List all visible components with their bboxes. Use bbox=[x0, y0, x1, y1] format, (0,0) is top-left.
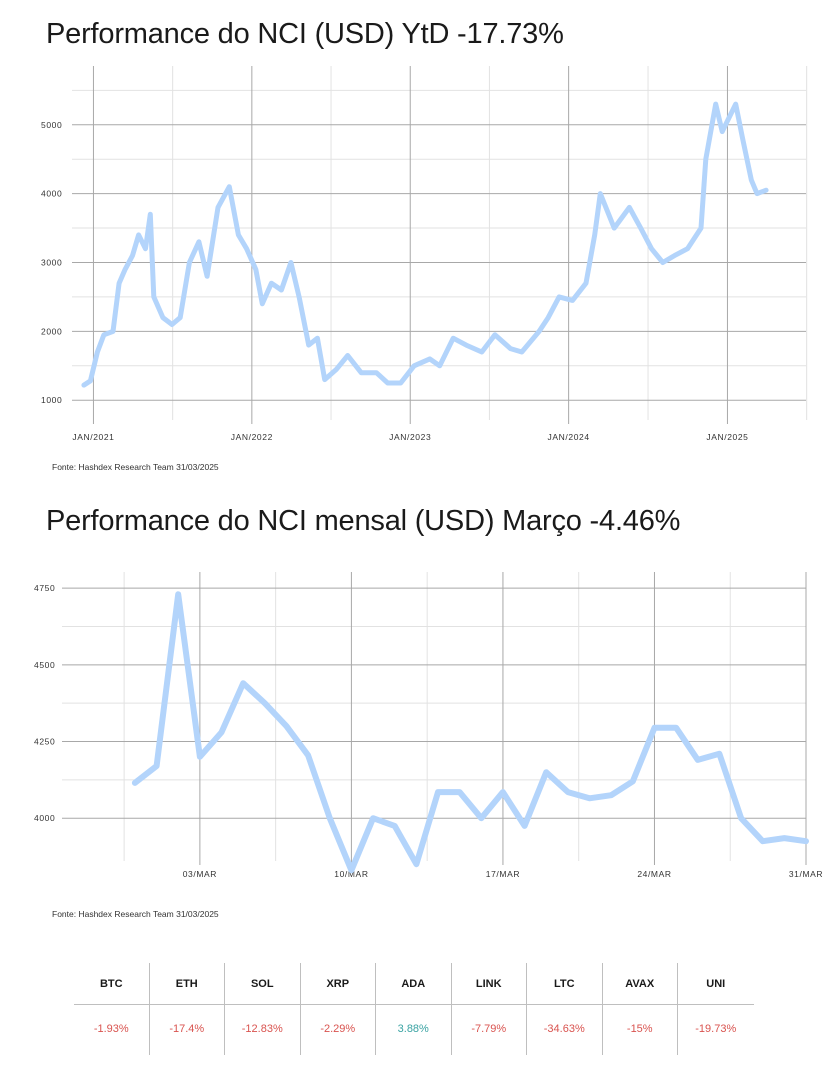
x-tick-label: 31/MAR bbox=[789, 869, 823, 879]
monthly-line-chart: 4000 4250 4500 4750 03/MAR 10/MAR 17/MAR 24/MAR… bbox=[34, 572, 823, 879]
series-line bbox=[131, 591, 809, 874]
ytd-source-note: Fonte: Hashdex Research Team 31/03/2025 bbox=[52, 462, 219, 472]
y-tick-label: 4750 bbox=[34, 583, 55, 593]
x-tick-label: JAN/2022 bbox=[231, 432, 273, 442]
asset-symbol-avax: AVAX bbox=[602, 963, 678, 1005]
y-tick-label: 2000 bbox=[41, 326, 62, 336]
asset-symbol-ltc: LTC bbox=[527, 963, 603, 1005]
series-line bbox=[81, 101, 769, 388]
asset-change-eth: -17.4% bbox=[150, 1005, 225, 1055]
asset-change-xrp: -2.29% bbox=[301, 1005, 376, 1055]
y-tick-label: 5000 bbox=[41, 120, 62, 130]
asset-symbol-eth: ETH bbox=[149, 963, 225, 1005]
x-tick-label: 24/MAR bbox=[637, 869, 671, 879]
x-tick-label: JAN/2025 bbox=[706, 432, 748, 442]
y-tick-label: 4000 bbox=[41, 189, 62, 199]
monthly-source-note: Fonte: Hashdex Research Team 31/03/2025 bbox=[52, 909, 219, 919]
asset-change-avax: -15% bbox=[603, 1005, 678, 1055]
x-tick-label: JAN/2021 bbox=[72, 432, 114, 442]
asset-value-row: -1.93% -17.4% -12.83% -2.29% 3.88% -7.79% -34.… bbox=[74, 1005, 754, 1055]
y-tick-label: 4250 bbox=[34, 737, 55, 747]
asset-symbol-ada: ADA bbox=[376, 963, 452, 1005]
asset-change-uni: -19.73% bbox=[695, 1023, 737, 1035]
ytd-chart-title: Performance do NCI (USD) YtD -17.73% bbox=[46, 18, 564, 50]
y-tick-label: 3000 bbox=[41, 257, 62, 267]
asset-performance-table: BTC ETH SOL XRP ADA LINK LTC AVAX UNI -1.93% -17.… bbox=[74, 963, 754, 1055]
asset-symbol-btc: BTC bbox=[74, 963, 150, 1005]
monthly-chart-title: Performance do NCI mensal (USD) Março -4… bbox=[46, 505, 681, 537]
asset-symbol-link: LINK bbox=[451, 963, 527, 1005]
asset-change-sol: -12.83% bbox=[225, 1005, 301, 1055]
asset-symbol-sol: SOL bbox=[225, 963, 301, 1005]
x-tick-label: 03/MAR bbox=[183, 869, 217, 879]
asset-symbol-uni: UNI bbox=[678, 963, 754, 1005]
y-tick-label: 1000 bbox=[41, 395, 62, 405]
y-tick-label: 4000 bbox=[34, 813, 55, 823]
asset-change-link: -7.79% bbox=[452, 1005, 527, 1055]
asset-symbol-xrp: XRP bbox=[300, 963, 376, 1005]
x-tick-label: JAN/2024 bbox=[548, 432, 590, 442]
ytd-line-chart: 1000 2000 3000 4000 5000 JAN/2021 JAN/2022 JAN/… bbox=[41, 66, 808, 442]
x-tick-label: JAN/2023 bbox=[389, 432, 431, 442]
asset-header-row: BTC ETH SOL XRP ADA LINK LTC AVAX UNI bbox=[74, 963, 754, 1005]
x-tick-label: 10/MAR bbox=[334, 869, 368, 879]
x-tick-label: 17/MAR bbox=[486, 869, 520, 879]
asset-change-ada: 3.88% bbox=[376, 1005, 452, 1055]
asset-change-ltc: -34.63% bbox=[527, 1005, 603, 1055]
asset-change-btc: -1.93% bbox=[74, 1005, 150, 1055]
y-tick-label: 4500 bbox=[34, 660, 55, 670]
